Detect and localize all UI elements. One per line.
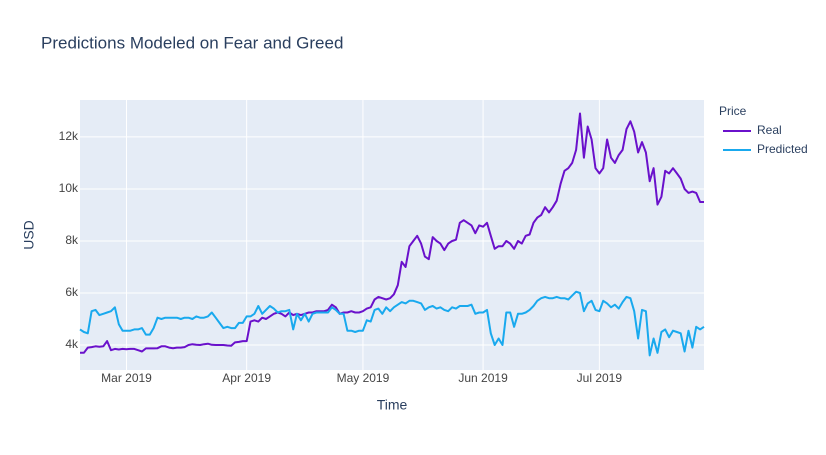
y-tick-label: 8k [65, 233, 79, 247]
x-axis-title: Time [377, 397, 408, 413]
legend-title: Price [719, 104, 747, 118]
series-line [79, 290, 705, 357]
y-tick-label: 4k [65, 337, 79, 351]
legend-label: Predicted [757, 142, 808, 156]
grid [80, 100, 704, 370]
legend-label: Real [757, 123, 782, 137]
chart-title: Predictions Modeled on Fear and Greed [41, 33, 343, 52]
x-tick-label: May 2019 [337, 371, 390, 385]
y-axis-title: USD [21, 220, 37, 250]
y-tick-label: 12k [59, 129, 79, 143]
x-tick-label: Jun 2019 [458, 371, 508, 385]
lines [79, 112, 705, 357]
y-tick-label: 10k [59, 181, 79, 195]
x-tick-label: Apr 2019 [222, 371, 271, 385]
x-tick-label: Jul 2019 [577, 371, 623, 385]
x-tick-label: Mar 2019 [101, 371, 152, 385]
y-tick-label: 6k [65, 285, 79, 299]
series-line [80, 112, 704, 354]
plot-area [80, 100, 704, 370]
